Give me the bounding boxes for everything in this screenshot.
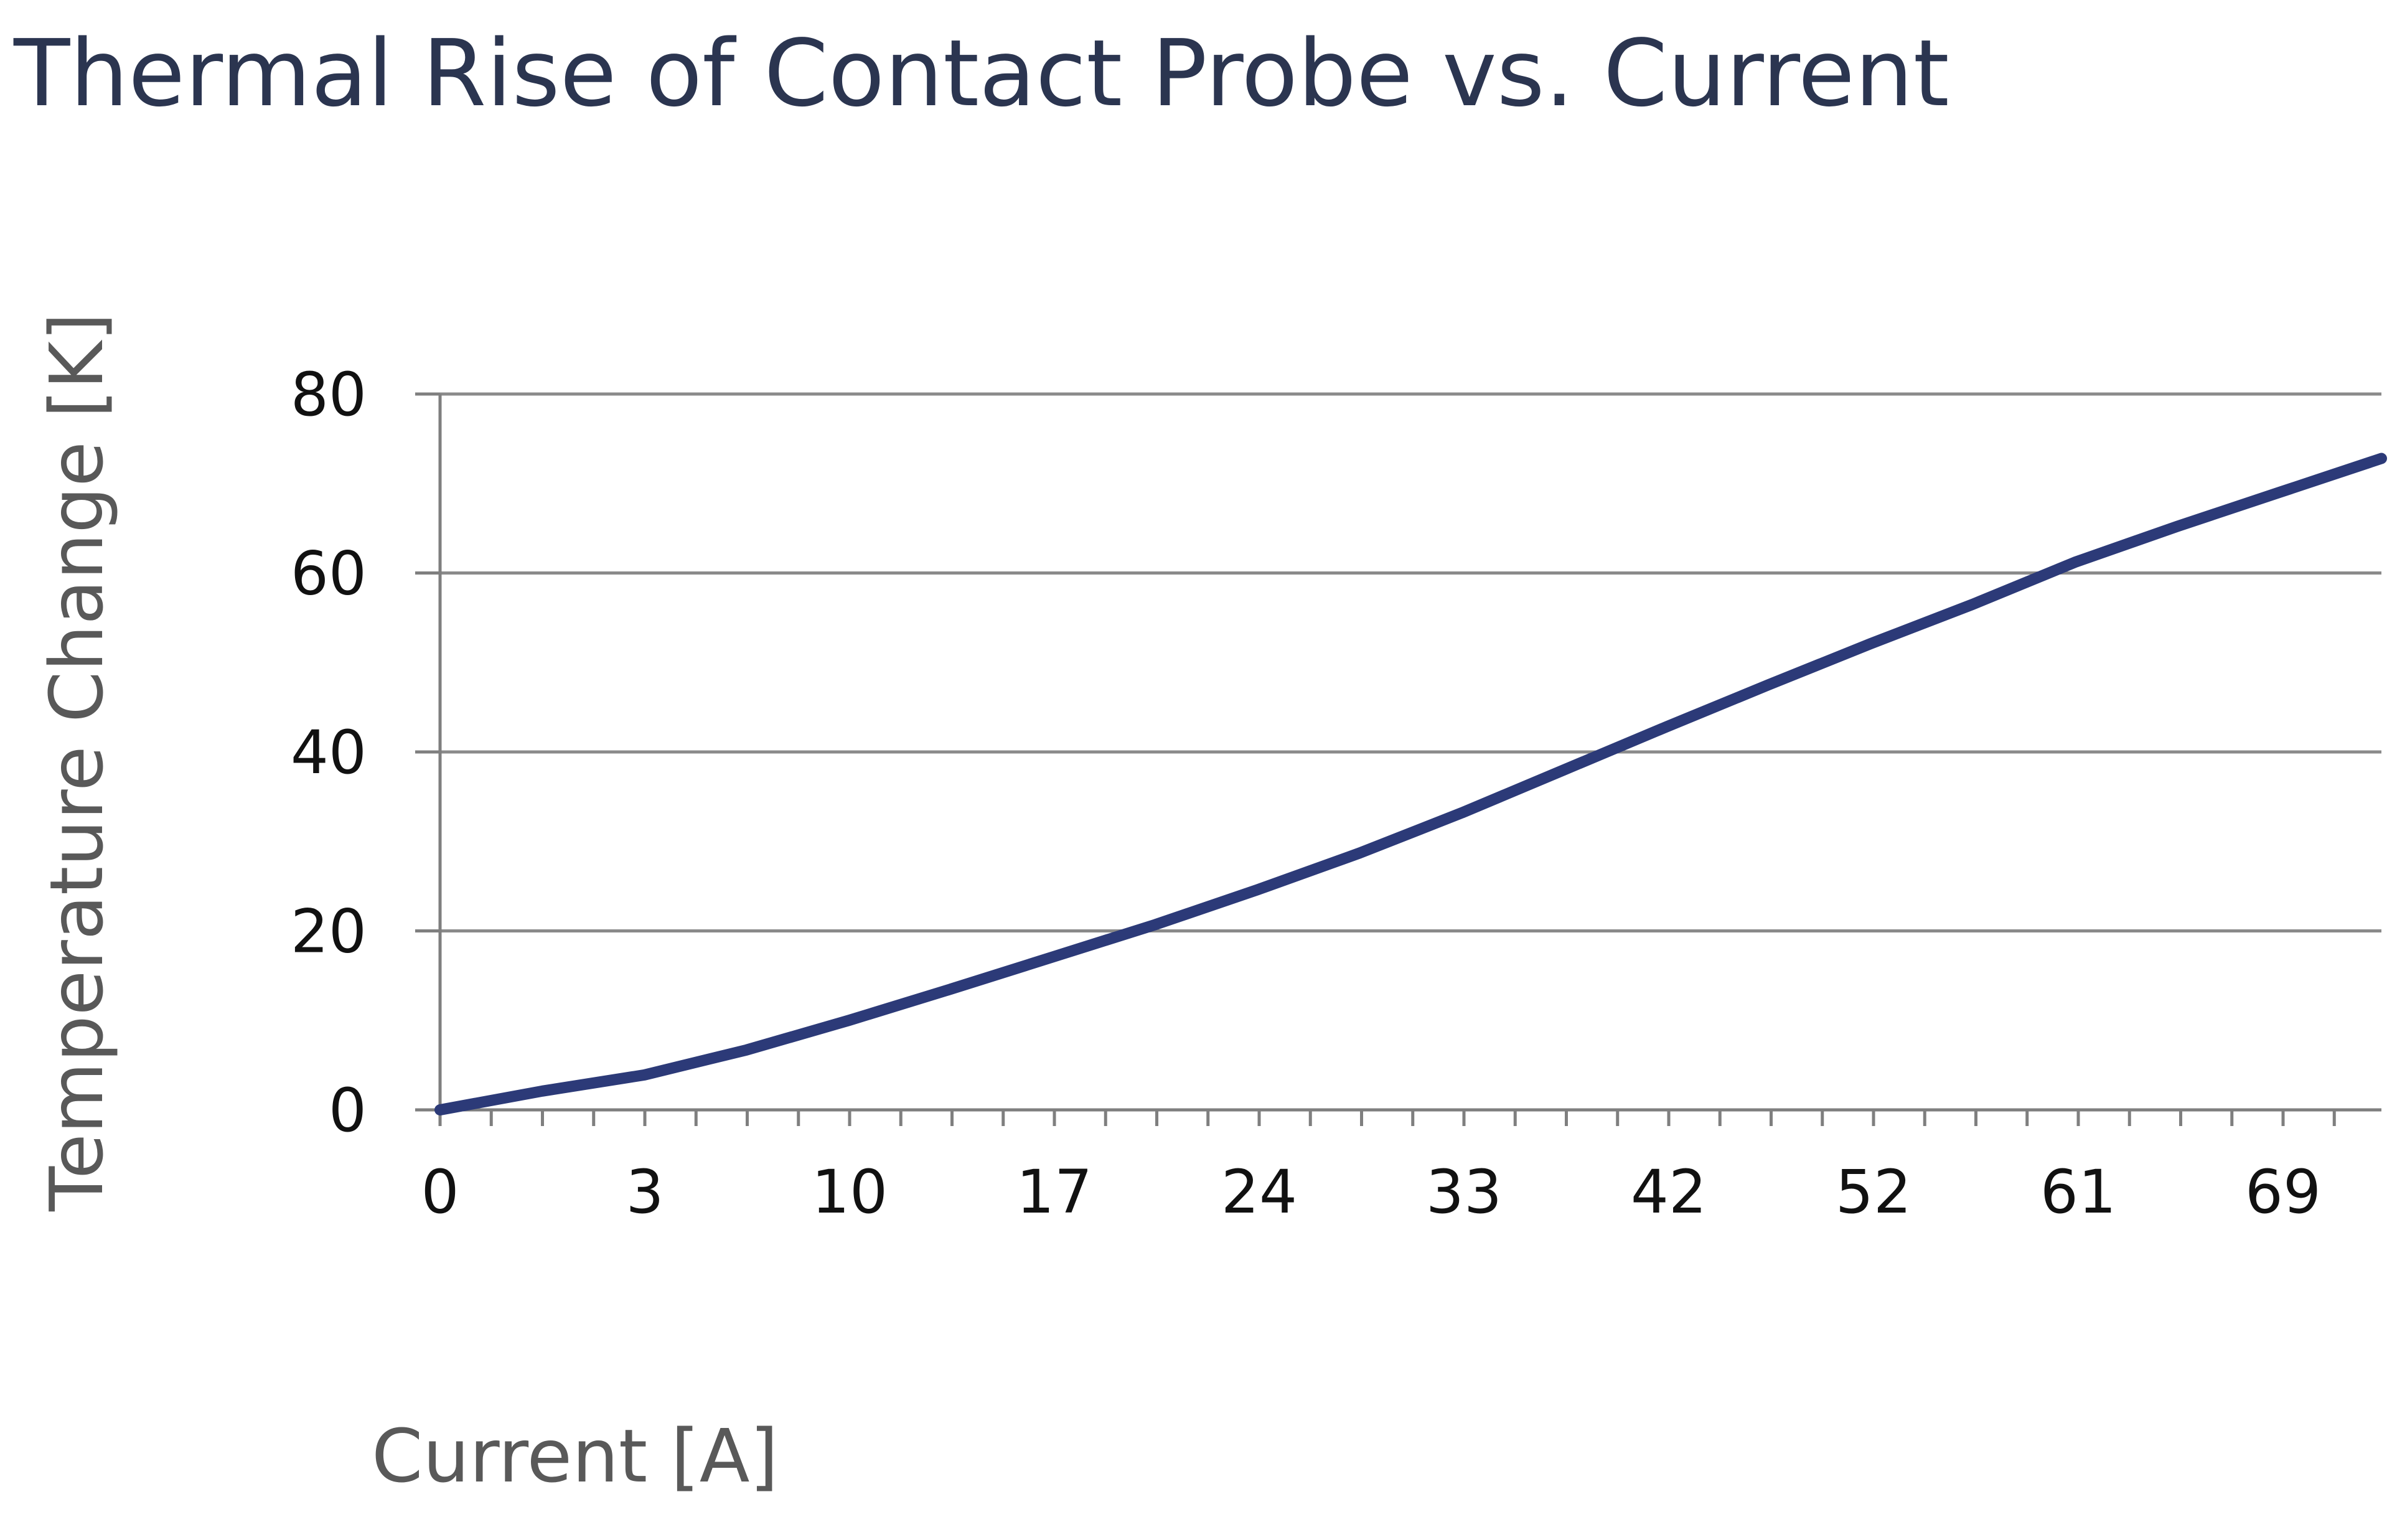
- y-tick-label-80: 80: [291, 360, 367, 430]
- x-tick-label-17: 17: [1016, 1157, 1092, 1227]
- x-tick-label-33: 33: [1426, 1157, 1502, 1227]
- x-tick-label-61: 61: [2040, 1157, 2116, 1227]
- y-tick-label-0: 0: [329, 1076, 367, 1145]
- x-tick-label-69: 69: [2245, 1157, 2321, 1227]
- axes: [415, 392, 2381, 1126]
- y-tick-label-40: 40: [291, 718, 367, 787]
- series-layer: [434, 453, 2387, 1115]
- y-tick-label-60: 60: [291, 539, 367, 609]
- series-line-0: [434, 453, 2387, 1115]
- x-tick-label-42: 42: [1631, 1157, 1707, 1227]
- grid-lines: [440, 392, 2381, 932]
- x-tick-label-3: 3: [626, 1157, 664, 1227]
- y-tick-label-20: 20: [291, 897, 367, 967]
- chart-title: Thermal Rise of Contact Probe vs. Curren…: [14, 20, 1949, 127]
- x-tick-label-0: 0: [421, 1157, 459, 1227]
- x-tick-label-24: 24: [1221, 1157, 1297, 1227]
- x-axis-label: Current [A]: [372, 1413, 779, 1499]
- x-tick-label-52: 52: [1836, 1157, 1911, 1227]
- x-tick-label-10: 10: [812, 1157, 888, 1227]
- tick-labels: 0 20 40 60 80 0 3 10 17 24 33 42 52 61 69: [291, 360, 2321, 1227]
